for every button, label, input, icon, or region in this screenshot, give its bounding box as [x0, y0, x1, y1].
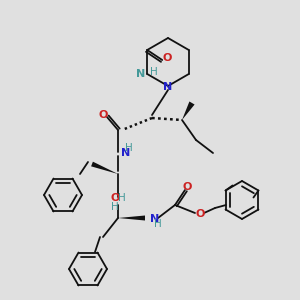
- Text: N: N: [136, 69, 145, 79]
- Text: H: H: [111, 202, 119, 212]
- Text: H: H: [150, 67, 158, 77]
- Text: N: N: [164, 82, 172, 92]
- Text: H: H: [125, 143, 133, 153]
- Text: O: O: [110, 193, 120, 203]
- Text: N: N: [121, 148, 130, 158]
- Polygon shape: [118, 215, 145, 220]
- Text: O: O: [98, 110, 108, 120]
- Text: N: N: [150, 214, 159, 224]
- Text: H: H: [154, 219, 162, 229]
- Text: O: O: [163, 53, 172, 63]
- Polygon shape: [91, 162, 118, 174]
- Text: H: H: [118, 193, 126, 203]
- Text: O: O: [195, 209, 205, 219]
- Polygon shape: [182, 101, 195, 120]
- Text: O: O: [182, 182, 192, 192]
